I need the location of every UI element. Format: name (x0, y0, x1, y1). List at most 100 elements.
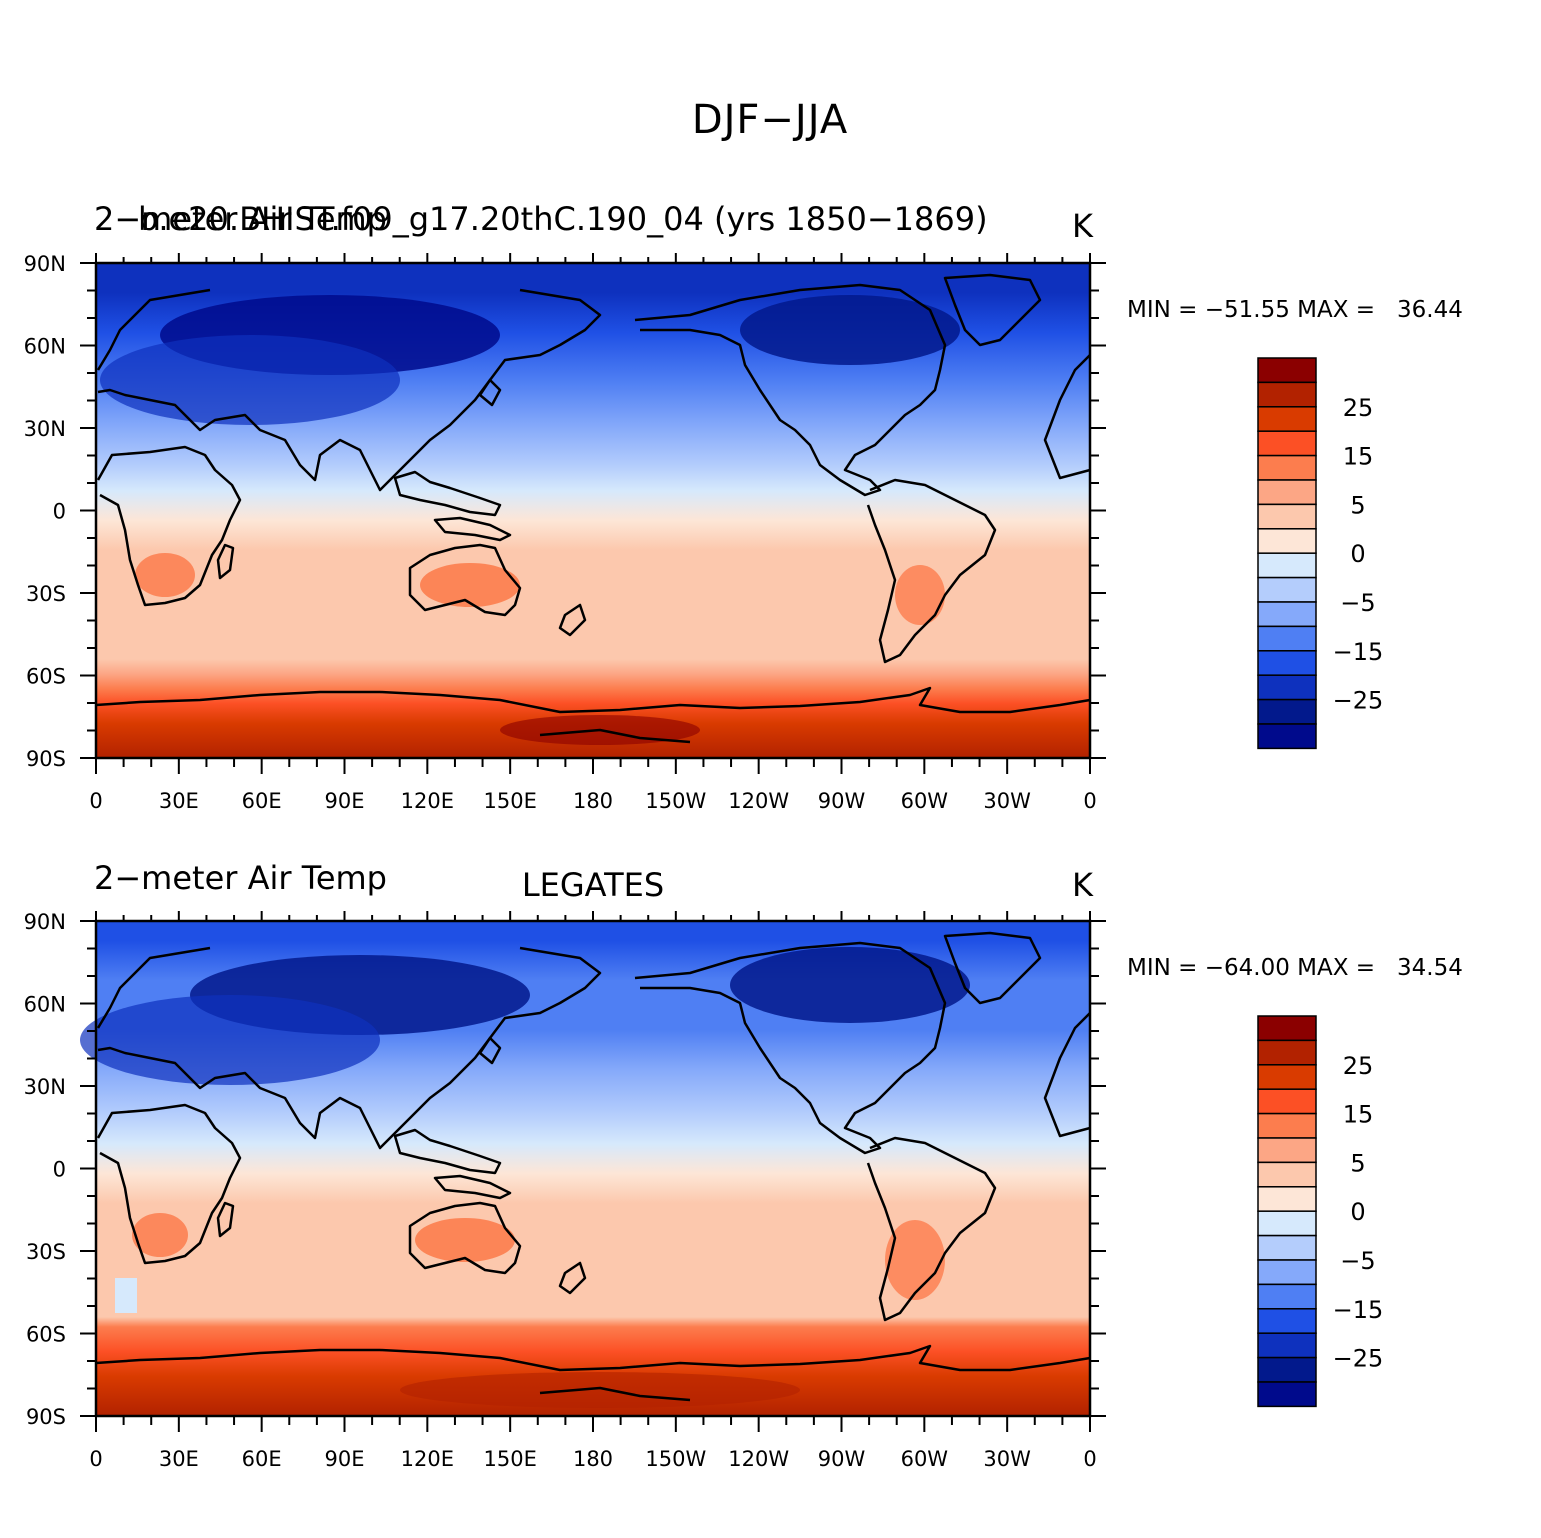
lon-label: 150E (483, 789, 536, 813)
lat-label: 30S (26, 582, 66, 606)
panel-1-ticks (80, 253, 1106, 774)
colorbar-label: 15 (1343, 443, 1374, 471)
panel-2-min-max: MIN = −64.00 MAX = 34.54 (1127, 955, 1463, 981)
colorbar-box (1257, 650, 1317, 676)
colorbar-label: 25 (1343, 394, 1374, 422)
colorbar-box (1257, 601, 1317, 628)
colorbar-label: 15 (1343, 1101, 1374, 1129)
colorbar-box (1257, 1088, 1317, 1115)
lon-label: 0 (1083, 1447, 1096, 1471)
panel-2-left-title: 2−meter Air Temp (94, 859, 387, 897)
colorbar-box (1257, 552, 1317, 579)
colorbar-label: 0 (1350, 540, 1365, 568)
lon-label: 120W (728, 1447, 789, 1471)
lat-label: 60N (24, 993, 66, 1017)
colorbar-box (1257, 1234, 1317, 1261)
colorbar-box (1257, 528, 1317, 554)
panel-2-colorbar: 25 15 5 0 −5 −15 −25 (1257, 1015, 1384, 1408)
panel-2: 90N 60N 30N 0 30S 60S 90S 0 30E 60E 90E 120E 150E 18… (24, 859, 1463, 1471)
colorbar-label: −5 (1340, 1247, 1375, 1275)
panel-2-ticks (80, 911, 1106, 1432)
colorbar-box (1257, 430, 1317, 457)
lat-label: 90N (24, 910, 66, 934)
colorbar-box (1257, 381, 1317, 408)
panel-2-center-title: LEGATES (522, 866, 664, 904)
lon-label: 30W (983, 1447, 1031, 1471)
lon-label: 120E (401, 789, 454, 813)
lat-label: 90S (26, 1405, 66, 1429)
colorbar-box (1257, 1381, 1317, 1408)
lon-label: 60E (242, 1447, 282, 1471)
lon-label: 120W (728, 789, 789, 813)
colorbar-box (1257, 479, 1317, 506)
lat-label: 90N (24, 252, 66, 276)
colorbar-box (1257, 1210, 1317, 1237)
colorbar-box (1257, 674, 1317, 701)
panel-1-land-anomaly (100, 295, 960, 745)
panel-1: 90N 60N 30N 0 30S 60S 90S 0 30E 60E 90E 120E 150E 18… (24, 200, 1463, 813)
colorbar-box (1257, 1039, 1317, 1066)
lat-label: 60S (26, 1323, 66, 1347)
lon-label: 150E (483, 1447, 536, 1471)
colorbar-box (1257, 1112, 1317, 1139)
panel-1-case-title: b.e20.BHIST.f09_g17.20thC.190_04 (yrs 18… (138, 200, 988, 238)
colorbar-label: −25 (1333, 1345, 1384, 1373)
colorbar-label: 25 (1343, 1052, 1374, 1080)
lon-label: 30W (983, 789, 1031, 813)
colorbar-box (1257, 1332, 1317, 1359)
colorbar-box (1257, 1356, 1317, 1383)
panel-2-units: K (1072, 866, 1094, 904)
colorbar-box (1257, 1308, 1317, 1334)
lat-label: 0 (53, 500, 66, 524)
lon-label: 90E (325, 1447, 365, 1471)
colorbar-box (1257, 698, 1317, 725)
lat-label: 60S (26, 665, 66, 689)
colorbar-label: −5 (1340, 589, 1375, 617)
lon-label: 0 (1083, 789, 1096, 813)
panel-2-land-anomaly (80, 947, 970, 1408)
panel-1-units: K (1072, 207, 1094, 245)
lon-label: 120E (401, 1447, 454, 1471)
colorbar-box (1257, 625, 1317, 652)
lon-label: 0 (89, 789, 102, 813)
lon-label: 180 (573, 1447, 613, 1471)
colorbar-label: 5 (1350, 491, 1365, 519)
colorbar-box (1257, 1064, 1317, 1090)
colorbar-box (1257, 406, 1317, 432)
panel-1-lon-labels: 0 30E 60E 90E 120E 150E 180 150W 120W 90W 60W 30W 0 (89, 789, 1096, 813)
colorbar-label: 0 (1350, 1198, 1365, 1226)
panel-1-min-max: MIN = −51.55 MAX = 36.44 (1127, 297, 1463, 323)
lon-label: 150W (645, 1447, 706, 1471)
panel-2-lat-labels: 90N 60N 30N 0 30S 60S 90S (24, 910, 66, 1429)
colorbar-box (1257, 1015, 1317, 1042)
colorbar-box (1257, 723, 1317, 750)
lon-label: 60W (901, 1447, 949, 1471)
lon-label: 30E (159, 789, 199, 813)
lon-label: 90W (818, 1447, 866, 1471)
colorbar-box (1257, 576, 1317, 603)
lon-label: 180 (573, 789, 613, 813)
figure-title: DJF−JJA (692, 97, 848, 143)
colorbar-box (1257, 1161, 1317, 1188)
panel-1-map (94, 263, 1092, 758)
colorbar-box (1257, 357, 1317, 384)
lat-label: 90S (26, 747, 66, 771)
panel-2-lon-labels: 0 30E 60E 90E 120E 150E 180 150W 120W 90W 60W 30W 0 (89, 1447, 1096, 1471)
lat-label: 0 (53, 1158, 66, 1182)
panel-2-map (80, 921, 1092, 1416)
lon-label: 30E (159, 1447, 199, 1471)
colorbar-label: −15 (1333, 638, 1384, 666)
lat-label: 30S (26, 1240, 66, 1264)
colorbar-label: −15 (1333, 1296, 1384, 1324)
lon-label: 0 (89, 1447, 102, 1471)
colorbar-box (1257, 1259, 1317, 1286)
lon-label: 150W (645, 789, 706, 813)
colorbar-box (1257, 1137, 1317, 1164)
colorbar-label: −25 (1333, 687, 1384, 715)
colorbar-box (1257, 1186, 1317, 1212)
lon-label: 60W (901, 789, 949, 813)
panel-1-left-title: 2−meter Air Temp (94, 200, 387, 238)
lat-label: 30N (24, 1075, 66, 1099)
colorbar-box (1257, 454, 1317, 481)
